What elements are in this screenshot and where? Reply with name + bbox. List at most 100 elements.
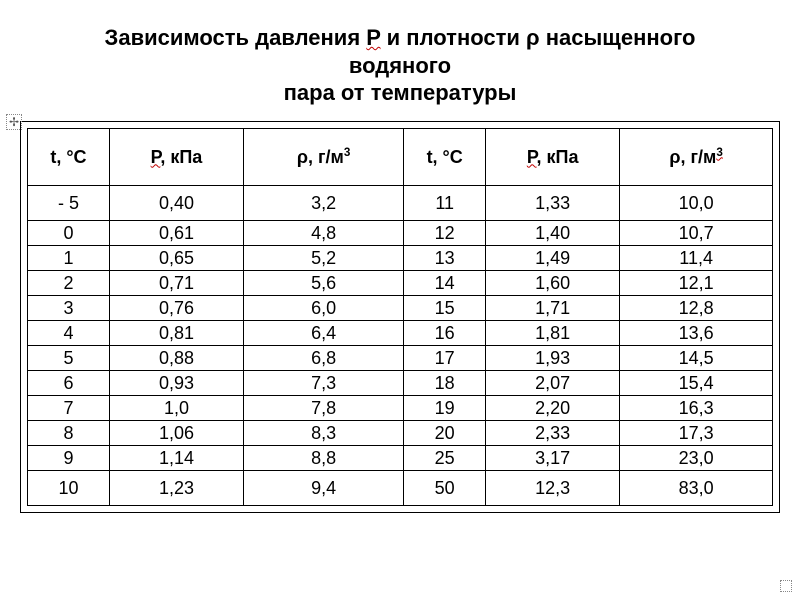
table-header-cell: ρ, г/м3 — [244, 128, 404, 185]
table-row: 60,937,3182,0715,4 — [28, 370, 773, 395]
table-header-cell: ρ, г/м3 — [620, 128, 773, 185]
table-row: 20,715,6141,6012,1 — [28, 270, 773, 295]
table-cell: 2,20 — [486, 395, 620, 420]
table-cell: 5 — [28, 345, 110, 370]
data-table: t, °CP, кПаρ, г/м3t, °CP, кПаρ, г/м3 - 5… — [27, 128, 773, 506]
table-cell: 12,1 — [620, 270, 773, 295]
title-text-3: пара от температуры — [284, 80, 517, 105]
table-cell: 5,2 — [244, 245, 404, 270]
table-cell: 1,49 — [486, 245, 620, 270]
table-cell: 7,3 — [244, 370, 404, 395]
table-cell: 12,8 — [620, 295, 773, 320]
table-row: 101,239,45012,383,0 — [28, 470, 773, 505]
table-cell: 0,88 — [109, 345, 243, 370]
table-cell: 1,60 — [486, 270, 620, 295]
table-header-cell: t, °C — [28, 128, 110, 185]
table-cell: 3,2 — [244, 185, 404, 220]
table-cell: 6,0 — [244, 295, 404, 320]
table-cell: 0,61 — [109, 220, 243, 245]
table-cell: 6 — [28, 370, 110, 395]
table-header-row: t, °CP, кПаρ, г/м3t, °CP, кПаρ, г/м3 — [28, 128, 773, 185]
table-cell: 8,3 — [244, 420, 404, 445]
table-row: 40,816,4161,8113,6 — [28, 320, 773, 345]
table-cell: 11,4 — [620, 245, 773, 270]
table-cell: 11 — [404, 185, 486, 220]
table-cell: 10,7 — [620, 220, 773, 245]
table-cell: 1,0 — [109, 395, 243, 420]
table-cell: 0,40 — [109, 185, 243, 220]
title-text-1: Зависимость давления — [105, 25, 367, 50]
table-cell: 13 — [404, 245, 486, 270]
table-cell: 3 — [28, 295, 110, 320]
table-header-cell: t, °C — [404, 128, 486, 185]
table-row: 30,766,0151,7112,8 — [28, 295, 773, 320]
table-row: 50,886,8171,9314,5 — [28, 345, 773, 370]
table-row: 71,07,8192,2016,3 — [28, 395, 773, 420]
table-cell: 1,93 — [486, 345, 620, 370]
table-row: 91,148,8253,1723,0 — [28, 445, 773, 470]
table-cell: 4,8 — [244, 220, 404, 245]
table-cell: 50 — [404, 470, 486, 505]
table-cell: 1,14 — [109, 445, 243, 470]
table-cell: 7,8 — [244, 395, 404, 420]
table-cell: 2,07 — [486, 370, 620, 395]
table-cell: 83,0 — [620, 470, 773, 505]
table-cell: 15 — [404, 295, 486, 320]
table-cell: 15,4 — [620, 370, 773, 395]
table-cell: 14,5 — [620, 345, 773, 370]
table-cell: 12 — [404, 220, 486, 245]
table-cell: 6,4 — [244, 320, 404, 345]
table-cell: 0,93 — [109, 370, 243, 395]
table-cell: 8 — [28, 420, 110, 445]
table-cell: 9,4 — [244, 470, 404, 505]
table-cell: 1,81 — [486, 320, 620, 345]
table-cell: 1,40 — [486, 220, 620, 245]
table-cell: 3,17 — [486, 445, 620, 470]
table-cell: 5,6 — [244, 270, 404, 295]
table-header-cell: P, кПа — [109, 128, 243, 185]
table-cell: 17,3 — [620, 420, 773, 445]
page-title: Зависимость давления P и плотности ρ нас… — [60, 24, 740, 107]
table-cell: 16 — [404, 320, 486, 345]
table-cell: 14 — [404, 270, 486, 295]
table-cell: 19 — [404, 395, 486, 420]
table-cell: 1,06 — [109, 420, 243, 445]
table-cell: 8,8 — [244, 445, 404, 470]
table-cell: 0,81 — [109, 320, 243, 345]
table-cell: 6,8 — [244, 345, 404, 370]
table-cell: 25 — [404, 445, 486, 470]
table-cell: 10 — [28, 470, 110, 505]
table-cell: 23,0 — [620, 445, 773, 470]
table-cell: 0,65 — [109, 245, 243, 270]
table-cell: 4 — [28, 320, 110, 345]
table-cell: 18 — [404, 370, 486, 395]
anchor-marker-icon: ✢ — [6, 114, 22, 130]
table-cell: 0,71 — [109, 270, 243, 295]
table-row: 10,655,2131,4911,4 — [28, 245, 773, 270]
table-cell: 1,33 — [486, 185, 620, 220]
table-cell: 0 — [28, 220, 110, 245]
table-cell: 0,76 — [109, 295, 243, 320]
table-cell: 12,3 — [486, 470, 620, 505]
table-cell: 9 — [28, 445, 110, 470]
table-cell: 17 — [404, 345, 486, 370]
title-var-p: P — [366, 25, 380, 50]
table-cell: 10,0 — [620, 185, 773, 220]
table-cell: 1,23 — [109, 470, 243, 505]
table-cell: 1,71 — [486, 295, 620, 320]
table-cell: 7 — [28, 395, 110, 420]
table-row: - 50,403,2111,3310,0 — [28, 185, 773, 220]
table-cell: 2 — [28, 270, 110, 295]
table-cell: 16,3 — [620, 395, 773, 420]
table-cell: 20 — [404, 420, 486, 445]
table-cell: 13,6 — [620, 320, 773, 345]
data-table-frame: t, °CP, кПаρ, г/м3t, °CP, кПаρ, г/м3 - 5… — [20, 121, 780, 513]
table-header-cell: P, кПа — [486, 128, 620, 185]
table-row: 81,068,3202,3317,3 — [28, 420, 773, 445]
table-cell: 2,33 — [486, 420, 620, 445]
table-row: 00,614,8121,4010,7 — [28, 220, 773, 245]
table-cell: 1 — [28, 245, 110, 270]
title-text-2: и плотности ρ насыщенного водяного — [349, 25, 696, 78]
table-cell: - 5 — [28, 185, 110, 220]
corner-marker-icon — [780, 580, 792, 592]
